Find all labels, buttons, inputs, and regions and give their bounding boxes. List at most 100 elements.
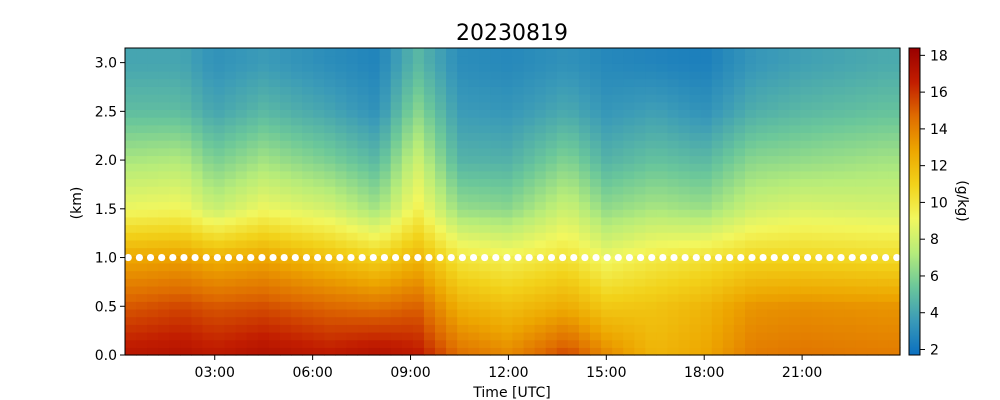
- heatmap-cell: [733, 316, 746, 325]
- heatmap-cell: [379, 155, 392, 164]
- heatmap-cell: [390, 232, 403, 241]
- heatmap-cell: [767, 316, 779, 325]
- heatmap-cell: [756, 155, 768, 164]
- heatmap-cell: [302, 293, 314, 302]
- heatmap-cell: [877, 232, 890, 241]
- heatmap-cell: [711, 270, 724, 279]
- heatmap-cell: [789, 262, 801, 272]
- heatmap-cell: [213, 308, 226, 318]
- heatmap-cell: [877, 209, 890, 218]
- heatmap-cell: [280, 178, 292, 187]
- heatmap-cell: [534, 155, 547, 164]
- heatmap-cell: [789, 293, 801, 302]
- heatmap-cell: [534, 316, 547, 325]
- heatmap-cell: [733, 239, 746, 249]
- heatmap-cell: [578, 155, 591, 164]
- heatmap-cell: [711, 86, 724, 95]
- heatmap-cell: [479, 55, 491, 64]
- heatmap-cell: [888, 339, 901, 348]
- heatmap-cell: [280, 117, 292, 126]
- heatmap-cell: [545, 124, 558, 134]
- heatmap-cell: [191, 201, 204, 210]
- heatmap-cell: [412, 55, 425, 64]
- heatmap-cell: [446, 178, 458, 187]
- marker-dot: [347, 253, 355, 262]
- heatmap-cell: [722, 201, 735, 210]
- heatmap-cell: [324, 78, 336, 87]
- heatmap-cell: [412, 101, 425, 110]
- heatmap-cell: [291, 239, 303, 249]
- heatmap-cell: [390, 186, 403, 195]
- heatmap-cell: [855, 163, 868, 172]
- heatmap-cell: [335, 147, 348, 157]
- heatmap-cell: [468, 324, 480, 333]
- heatmap-cell: [667, 301, 680, 310]
- heatmap-cell: [601, 140, 613, 149]
- heatmap-cell: [368, 224, 381, 233]
- heatmap-cell: [280, 101, 292, 110]
- heatmap-cell: [711, 109, 724, 118]
- heatmap-cell: [180, 347, 193, 356]
- heatmap-cell: [335, 170, 348, 180]
- heatmap-cell: [412, 247, 425, 256]
- heatmap-cell: [346, 331, 359, 341]
- heatmap-cell: [722, 71, 735, 80]
- heatmap-cell: [147, 163, 159, 172]
- heatmap-cell: [246, 247, 259, 256]
- heatmap-cell: [302, 301, 314, 310]
- heatmap-cell: [446, 293, 458, 302]
- heatmap-cell: [567, 117, 580, 126]
- heatmap-cell: [634, 78, 646, 87]
- heatmap-cell: [412, 339, 425, 348]
- heatmap-cell: [811, 155, 824, 164]
- heatmap-cell: [733, 201, 746, 210]
- heatmap-cell: [246, 147, 259, 157]
- heatmap-cell: [512, 278, 525, 287]
- heatmap-cell: [678, 331, 691, 341]
- heatmap-cell: [800, 339, 813, 348]
- heatmap-cell: [545, 63, 558, 72]
- heatmap-cell: [379, 347, 392, 356]
- heatmap-cell: [457, 170, 469, 180]
- heatmap-cell: [578, 94, 591, 103]
- heatmap-cell: [224, 247, 237, 256]
- heatmap-cell: [479, 262, 491, 272]
- heatmap-cell: [822, 48, 835, 57]
- heatmap-cell: [855, 101, 868, 110]
- heatmap-cell: [335, 86, 348, 95]
- heatmap-cell: [800, 170, 813, 180]
- heatmap-cell: [545, 101, 558, 110]
- heatmap-cell: [479, 331, 491, 341]
- heatmap-cell: [722, 278, 735, 287]
- heatmap-cell: [667, 331, 680, 341]
- marker-dot: [202, 253, 210, 262]
- heatmap-cell: [125, 308, 137, 318]
- heatmap-cell: [423, 324, 436, 333]
- heatmap-cell: [745, 94, 757, 103]
- heatmap-cell: [180, 170, 193, 180]
- heatmap-cell: [612, 224, 624, 233]
- heatmap-cell: [623, 193, 635, 203]
- heatmap-cell: [722, 178, 735, 187]
- heatmap-cell: [745, 186, 757, 195]
- heatmap-cell: [844, 232, 857, 241]
- heatmap-cell: [335, 101, 348, 110]
- heatmap-cell: [866, 55, 879, 64]
- heatmap-cell: [379, 339, 392, 348]
- heatmap-cell: [501, 132, 514, 141]
- heatmap-cell: [844, 86, 857, 95]
- heatmap-cell: [556, 209, 569, 218]
- heatmap-cell: [169, 331, 181, 341]
- heatmap-cell: [169, 262, 181, 272]
- heatmap-cell: [213, 186, 226, 195]
- heatmap-cell: [468, 86, 480, 95]
- heatmap-cell: [601, 262, 613, 272]
- marker-dot: [804, 253, 812, 262]
- heatmap-cell: [689, 78, 702, 87]
- heatmap-cell: [700, 117, 713, 126]
- heatmap-cell: [634, 109, 646, 118]
- heatmap-cell: [534, 55, 547, 64]
- heatmap-cell: [767, 178, 779, 187]
- heatmap-cell: [136, 101, 148, 110]
- heatmap-cell: [412, 324, 425, 333]
